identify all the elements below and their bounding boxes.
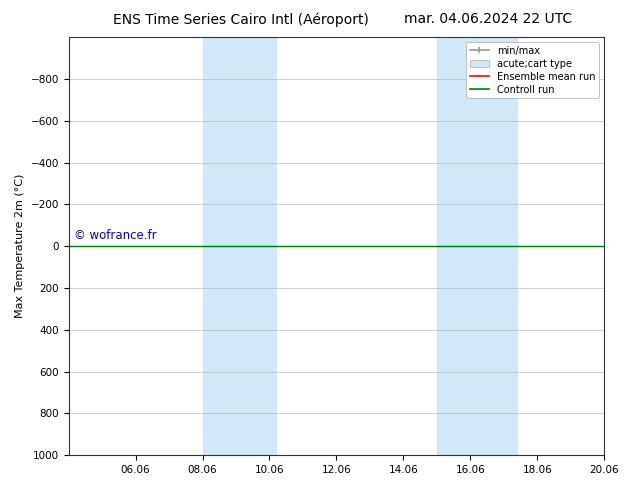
Bar bbox=[202, 37, 276, 455]
Bar bbox=[437, 37, 517, 455]
Y-axis label: Max Temperature 2m (°C): Max Temperature 2m (°C) bbox=[15, 174, 25, 318]
Legend: min/max, acute;cart type, Ensemble mean run, Controll run: min/max, acute;cart type, Ensemble mean … bbox=[466, 42, 599, 98]
Text: mar. 04.06.2024 22 UTC: mar. 04.06.2024 22 UTC bbox=[404, 12, 573, 26]
Text: © wofrance.fr: © wofrance.fr bbox=[74, 229, 157, 242]
Text: ENS Time Series Cairo Intl (Aéroport): ENS Time Series Cairo Intl (Aéroport) bbox=[113, 12, 369, 27]
